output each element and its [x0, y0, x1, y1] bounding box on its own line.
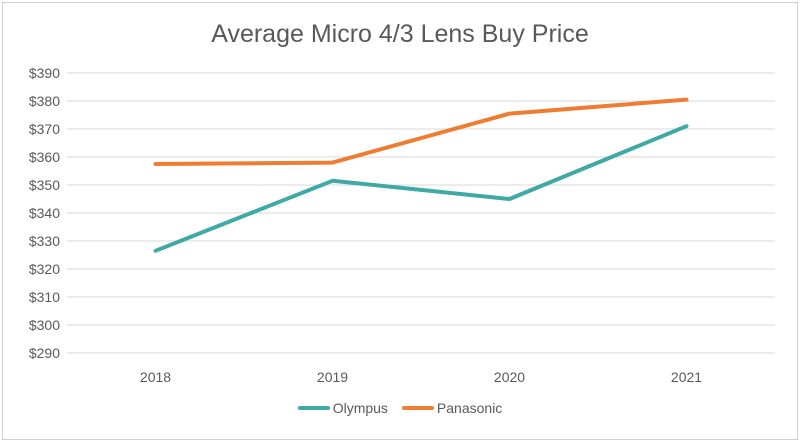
y-tick-label: $350: [29, 177, 60, 193]
y-tick-label: $330: [29, 233, 60, 249]
x-tick-label: 2018: [140, 369, 171, 385]
x-tick-label: 2021: [671, 369, 702, 385]
x-tick-label: 2020: [494, 369, 525, 385]
legend: Olympus Panasonic: [0, 400, 800, 416]
legend-label-panasonic: Panasonic: [436, 400, 503, 416]
y-tick-label: $370: [29, 121, 60, 137]
y-tick-label: $380: [29, 93, 60, 109]
y-tick-label: $300: [29, 317, 60, 333]
chart-title: Average Micro 4/3 Lens Buy Price: [211, 20, 589, 48]
series-line-olympus: [153, 124, 689, 253]
legend-swatch-panasonic: [401, 406, 434, 410]
y-tick-label: $340: [29, 205, 60, 221]
legend-item-olympus: Olympus: [297, 400, 388, 416]
y-tick-label: $390: [29, 65, 60, 81]
y-tick-label: $320: [29, 261, 60, 277]
y-tick-label: $360: [29, 149, 60, 165]
chart-frame: [2, 2, 798, 440]
legend-item-panasonic: Panasonic: [401, 400, 503, 416]
series-line-panasonic: [153, 97, 689, 166]
legend-swatch-olympus: [297, 406, 330, 410]
y-tick-label: $290: [29, 345, 60, 361]
y-tick-label: $310: [29, 289, 60, 305]
x-tick-label: 2019: [317, 369, 348, 385]
legend-label-olympus: Olympus: [332, 400, 388, 416]
